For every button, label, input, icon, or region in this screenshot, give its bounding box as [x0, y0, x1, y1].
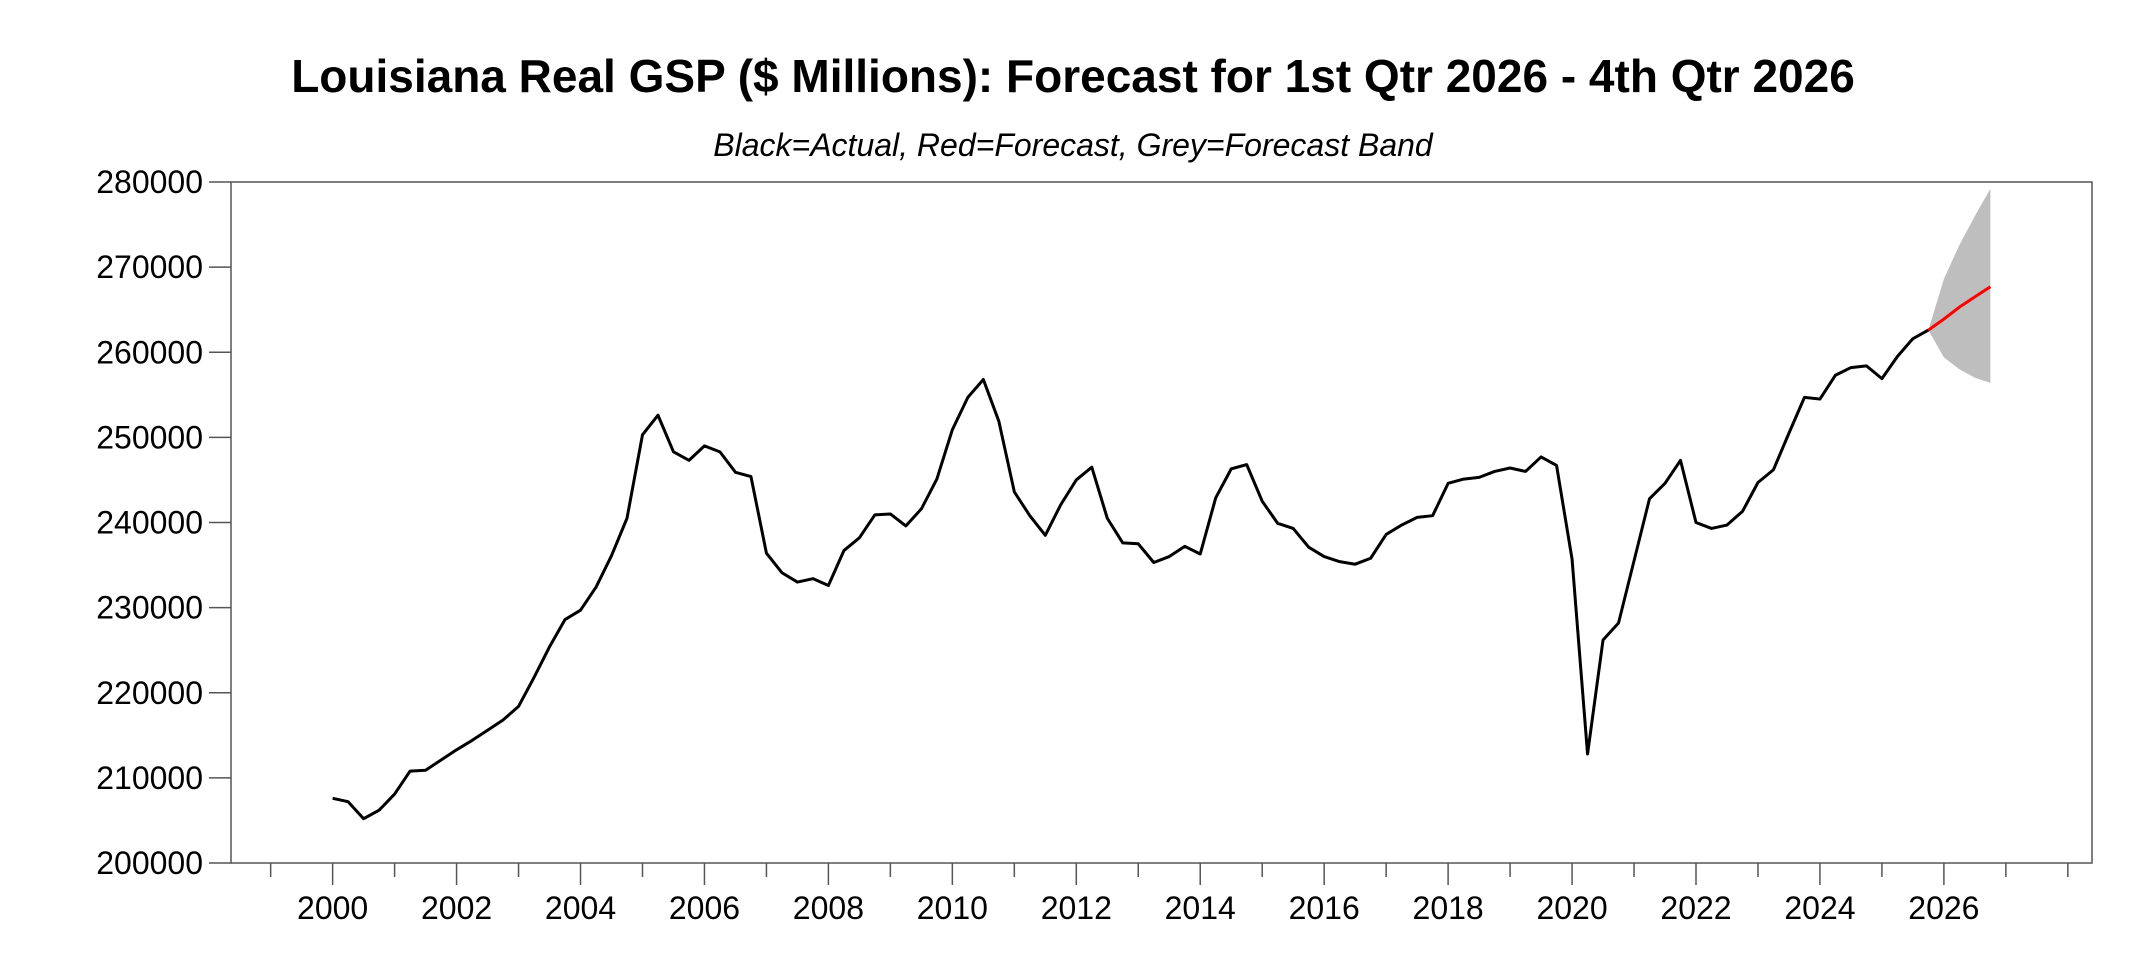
y-tick-label: 210000: [96, 760, 203, 796]
y-tick-label: 280000: [96, 164, 203, 200]
chart-subtitle: Black=Actual, Red=Forecast, Grey=Forecas…: [713, 127, 1434, 163]
y-tick-label: 240000: [96, 505, 203, 541]
y-tick-label: 250000: [96, 419, 203, 455]
y-tick-label: 200000: [96, 845, 203, 881]
x-tick-label: 2018: [1413, 890, 1484, 926]
y-tick-label: 230000: [96, 590, 203, 626]
plot-frame: [230, 181, 2093, 864]
x-tick-label: 2020: [1536, 890, 1607, 926]
series-layer: [332, 285, 1992, 821]
chart-title: Louisiana Real GSP ($ Millions): Forecas…: [291, 50, 1855, 102]
x-tick-label: 2002: [421, 890, 492, 926]
actual-line: [332, 328, 1930, 821]
forecast-line: [1927, 285, 1992, 332]
x-tick-label: 2012: [1041, 890, 1112, 926]
x-tick-label: 2010: [917, 890, 988, 926]
x-tick-label: 2008: [793, 890, 864, 926]
y-axis: 200000 210000 220000 230000 240000 250000 2600…: [96, 164, 231, 881]
x-tick-label: 2014: [1165, 890, 1236, 926]
y-tick-label: 220000: [96, 675, 203, 711]
y-tick-label: 260000: [96, 334, 203, 370]
x-tick-label: 2016: [1289, 890, 1360, 926]
forecast-band: [1928, 188, 1991, 383]
x-tick-label: 2026: [1908, 890, 1979, 926]
x-tick-label: 2022: [1660, 890, 1731, 926]
forecast-band-layer: [1928, 188, 1991, 383]
x-tick-label: 2006: [669, 890, 740, 926]
x-tick-label: 2024: [1784, 890, 1855, 926]
x-tick-label: 2000: [297, 890, 368, 926]
x-axis: 2000 2002 2004 2006 2008 2010 2012 2014 2016 2018…: [269, 863, 2069, 926]
y-tick-label: 270000: [96, 249, 203, 285]
x-tick-label: 2004: [545, 890, 616, 926]
